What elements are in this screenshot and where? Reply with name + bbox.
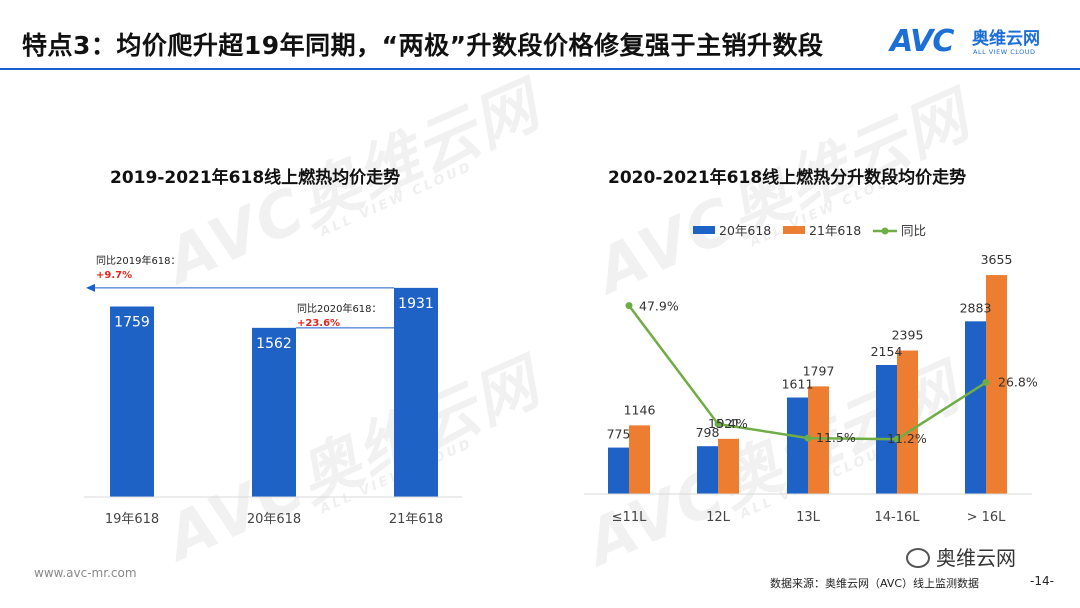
legend-swatch-21 <box>783 226 805 234</box>
chart2-bar-21-value: 1146 <box>624 402 656 417</box>
chart2-bar-21-value: 2395 <box>892 328 924 343</box>
chart2-yoy-point <box>804 434 812 442</box>
chart1-bar <box>252 327 296 497</box>
chart1-title: 2019-2021年618线上燃热均价走势 <box>110 168 401 188</box>
chart2-bar-21-value: 3655 <box>981 252 1013 267</box>
header-divider <box>0 68 1080 70</box>
logo-cn-text: 奥维云网 <box>972 29 1040 49</box>
chart1-category-label: 20年618 <box>247 512 301 527</box>
legend-swatch-yoy-dot <box>881 227 889 235</box>
wechat-badge: 奥维云网 <box>906 542 1016 571</box>
chart2-yoy-value: 26.8% <box>998 374 1038 389</box>
chart2-yoy-value: 11.5% <box>816 430 856 445</box>
chart2-bar-21 <box>897 350 918 494</box>
chart1-arrow-head <box>86 283 95 292</box>
chart1-annotation-label: 同比2020年618： <box>297 302 382 315</box>
chart2-bar-21 <box>808 386 829 494</box>
logo-mark: AVC <box>890 24 954 59</box>
chart2-bar-21 <box>986 275 1007 494</box>
chart2-title: 2020-2021年618线上燃热分升数段均价走势 <box>608 168 967 188</box>
chart2-category-label: ≤11L <box>612 510 647 525</box>
chart2-category-label: > 16L <box>967 510 1007 525</box>
page-title: 特点3：均价爬升超19年同期，“两极”升数段价格修复强于主销升数段 <box>22 31 824 60</box>
chart2-bar-20 <box>697 446 718 494</box>
chart2-bar-20-value: 775 <box>607 427 631 442</box>
chart2-bar-20 <box>876 364 897 494</box>
chart1-annotation-value: +9.7% <box>96 270 132 281</box>
data-source: 数据来源：奥维云网（AVC）线上监测数据 <box>770 577 980 590</box>
chart2-bar-21-value: 1797 <box>803 363 835 378</box>
wechat-icon <box>906 548 930 568</box>
chart1-bar-value: 1931 <box>398 296 434 312</box>
chart2-bar-20 <box>965 321 986 494</box>
chart1-annotation-label: 同比2019年618： <box>96 254 181 267</box>
chart2-category-label: 12L <box>706 510 731 525</box>
chart1-bar-value: 1759 <box>114 315 150 331</box>
chart2-bar-20-value: 2154 <box>871 344 903 359</box>
chart2-yoy-point <box>893 435 901 443</box>
chart2-yoy-point <box>982 378 990 386</box>
chart2-yoy-value: 15.4% <box>708 416 748 431</box>
chart2-yoy-point <box>625 302 633 310</box>
chart2-bar-20 <box>787 397 808 494</box>
chart2-bar-20-value: 1611 <box>782 377 814 392</box>
legend-label-20: 20年618 <box>719 223 771 238</box>
chart2-bar-20-value: 798 <box>696 425 720 440</box>
legend-swatch-20 <box>693 226 715 234</box>
site-url: www.avc-mr.com <box>34 566 137 580</box>
chart2-bar-20-value: 2883 <box>960 300 992 315</box>
chart1-category-label: 19年618 <box>105 512 159 527</box>
chart1-annotation-value: +23.6% <box>297 318 340 329</box>
chart2-yoy-point <box>714 420 722 428</box>
chart2-yoy-value: 47.9% <box>639 299 679 314</box>
chart1-bar-value: 1562 <box>256 336 292 352</box>
chart2-category-label: 13L <box>796 510 821 525</box>
legend-label-21: 21年618 <box>809 223 861 238</box>
legend-label-yoy: 同比 <box>901 223 926 238</box>
wechat-label: 奥维云网 <box>936 546 1016 570</box>
chart2-bar-21 <box>629 425 650 494</box>
chart1-bar <box>394 287 438 497</box>
logo-en-text: ALL VIEW CLOUD <box>973 48 1036 56</box>
chart2-bar-21 <box>718 438 739 494</box>
chart2-bar-20 <box>608 447 629 494</box>
page-number: -14- <box>1030 574 1054 588</box>
chart2-category-label: 14-16L <box>874 510 920 525</box>
chart1-category-label: 21年618 <box>389 512 443 527</box>
chart2-yoy-value: 11.2% <box>887 431 927 446</box>
chart1-bar <box>110 306 154 497</box>
avc-logo: AVC 奥维云网 ALL VIEW CLOUD <box>890 22 1060 62</box>
